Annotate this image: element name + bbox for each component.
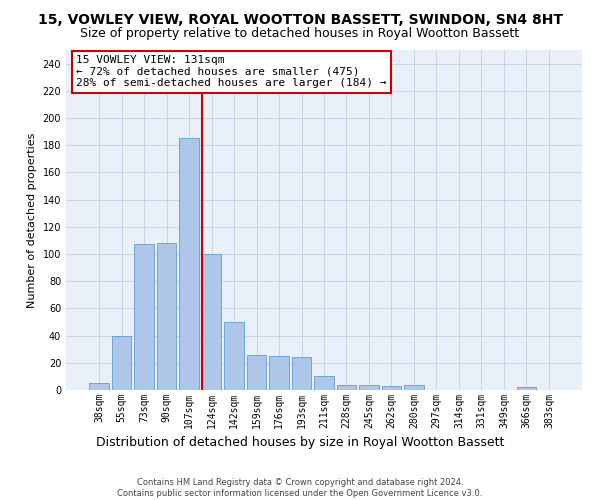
Text: 15, VOWLEY VIEW, ROYAL WOOTTON BASSETT, SWINDON, SN4 8HT: 15, VOWLEY VIEW, ROYAL WOOTTON BASSETT, … <box>37 12 563 26</box>
Text: 15 VOWLEY VIEW: 131sqm
← 72% of detached houses are smaller (475)
28% of semi-de: 15 VOWLEY VIEW: 131sqm ← 72% of detached… <box>76 55 387 88</box>
Bar <box>247 354 266 390</box>
Bar <box>359 384 379 390</box>
Bar <box>337 384 356 390</box>
Text: Contains HM Land Registry data © Crown copyright and database right 2024.
Contai: Contains HM Land Registry data © Crown c… <box>118 478 482 498</box>
Bar <box>134 244 154 390</box>
Text: Size of property relative to detached houses in Royal Wootton Bassett: Size of property relative to detached ho… <box>80 28 520 40</box>
Bar <box>202 254 221 390</box>
Bar <box>517 388 536 390</box>
Bar <box>157 243 176 390</box>
Bar <box>314 376 334 390</box>
Bar <box>89 383 109 390</box>
Bar <box>112 336 131 390</box>
Text: Distribution of detached houses by size in Royal Wootton Bassett: Distribution of detached houses by size … <box>96 436 504 449</box>
Bar <box>404 384 424 390</box>
Bar <box>179 138 199 390</box>
Y-axis label: Number of detached properties: Number of detached properties <box>27 132 37 308</box>
Bar <box>224 322 244 390</box>
Bar <box>382 386 401 390</box>
Bar <box>292 358 311 390</box>
Bar <box>269 356 289 390</box>
